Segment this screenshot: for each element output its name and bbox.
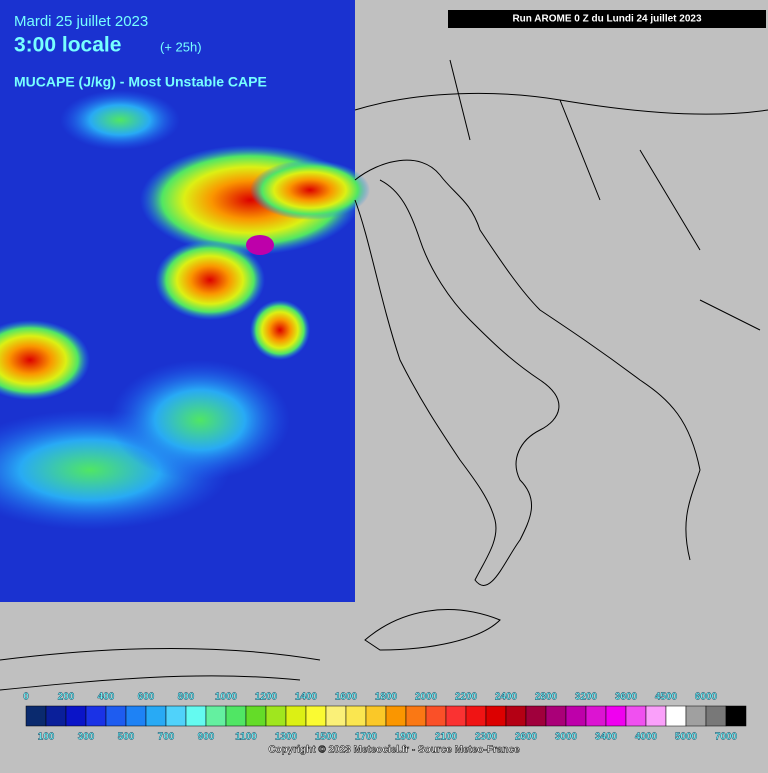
- legend-label: 1100: [235, 732, 257, 743]
- legend-swatch: [525, 705, 547, 727]
- legend-label: 6000: [695, 692, 718, 703]
- legend-swatch: [665, 705, 687, 727]
- legend-label: 200: [58, 692, 75, 703]
- legend-swatch: [685, 705, 707, 727]
- legend-swatch: [85, 705, 107, 727]
- legend-label: 0: [23, 692, 29, 703]
- lead-time: (+ 25h): [160, 39, 202, 54]
- legend-swatch: [485, 705, 507, 727]
- legend-label: 1800: [375, 692, 398, 703]
- cape-field: [0, 0, 370, 602]
- legend-label: 2100: [435, 732, 458, 743]
- legend-swatch: [265, 705, 287, 727]
- date: Mardi 25 juillet 2023: [14, 13, 148, 30]
- legend-label: 1500: [315, 732, 338, 743]
- legend-swatch: [305, 705, 327, 727]
- legend-swatch: [405, 705, 427, 727]
- legend-swatch: [105, 705, 127, 727]
- legend-label: 4000: [635, 732, 658, 743]
- local-time: 3:00 locale: [14, 34, 121, 57]
- run-banner: [448, 10, 766, 28]
- run-info: Run AROME 0 Z du Lundi 24 juillet 2023: [512, 14, 702, 25]
- legend-swatch: [285, 705, 307, 727]
- legend-swatch: [45, 705, 67, 727]
- legend-swatch: [365, 705, 387, 727]
- legend-swatch: [625, 705, 647, 727]
- coastlines: [0, 59, 768, 691]
- legend-label: 100: [38, 732, 55, 743]
- legend-label: 3600: [615, 692, 638, 703]
- legend-swatch: [205, 705, 227, 727]
- legend-swatch: [505, 705, 527, 727]
- legend-swatch: [545, 705, 567, 727]
- legend-swatch: [465, 705, 487, 727]
- legend-swatch: [705, 705, 727, 727]
- legend-swatch: [445, 705, 467, 727]
- legend-swatch: [325, 705, 347, 727]
- legend-label: 2600: [515, 732, 538, 743]
- legend-label: 3400: [595, 732, 618, 743]
- legend-swatch: [725, 705, 747, 727]
- legend-swatch: [25, 705, 47, 727]
- legend-label: 3200: [575, 692, 598, 703]
- legend-swatch: [65, 705, 87, 727]
- legend-label: 900: [198, 732, 215, 743]
- legend-label: 400: [98, 692, 115, 703]
- legend-swatch: [125, 705, 147, 727]
- legend-label: 1300: [275, 732, 298, 743]
- legend-label: 1700: [355, 732, 378, 743]
- legend-swatch: [185, 705, 207, 727]
- legend-label: 2300: [475, 732, 498, 743]
- legend-swatch: [145, 705, 167, 727]
- legend-label: 500: [118, 732, 135, 743]
- legend-swatch: [425, 705, 447, 727]
- legend-label: 2200: [455, 692, 478, 703]
- legend-swatch: [385, 705, 407, 727]
- legend-swatch: [565, 705, 587, 727]
- copyright: Copyright © 2023 Meteociel.fr - Source M…: [268, 745, 520, 756]
- legend-label: 600: [138, 692, 155, 703]
- legend-swatch: [165, 705, 187, 727]
- legend-label: 4500: [655, 692, 678, 703]
- legend-label: 2000: [415, 692, 438, 703]
- legend-label: 2800: [535, 692, 558, 703]
- legend-swatch: [345, 705, 367, 727]
- color-legend: 0 200 400 600 800 1000 1200 1400 1600 1800 2000 220…: [23, 691, 747, 743]
- legend-label: 2400: [495, 692, 518, 703]
- legend-label: 7000: [715, 732, 738, 743]
- parameter: MUCAPE (J/kg) - Most Unstable CAPE: [14, 74, 267, 90]
- legend-label: 1400: [295, 692, 318, 703]
- legend-label: 5000: [675, 732, 698, 743]
- legend-label: 300: [78, 732, 95, 743]
- legend-swatch: [605, 705, 627, 727]
- legend-label: 800: [178, 692, 195, 703]
- legend-label: 1200: [255, 692, 278, 703]
- legend-label: 700: [158, 732, 175, 743]
- legend-swatch: [225, 705, 247, 727]
- legend-label: 1600: [335, 692, 358, 703]
- legend-swatch: [645, 705, 667, 727]
- legend-swatch: [585, 705, 607, 727]
- legend-label: 1000: [215, 692, 238, 703]
- legend-swatch: [245, 705, 267, 727]
- legend-label: 1900: [395, 732, 418, 743]
- legend-label: 3000: [555, 732, 578, 743]
